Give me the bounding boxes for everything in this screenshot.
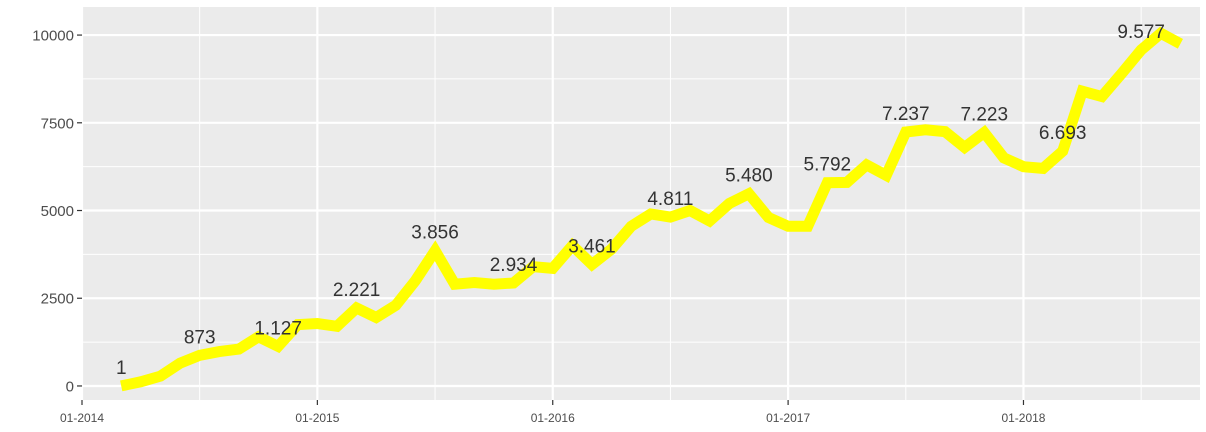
x-tick-label: 01-2015	[295, 411, 339, 425]
data-label: 3.856	[411, 223, 459, 244]
y-tick-label: 10000	[32, 28, 74, 45]
y-tick-label: 5000	[41, 203, 74, 220]
y-tick-label: 0	[66, 378, 74, 395]
y-axis: 0 2500 5000 7500 10000	[32, 28, 82, 395]
x-tick-label: 01-2014	[60, 411, 104, 425]
data-label: 5.480	[725, 166, 773, 187]
y-tick-label: 7500	[41, 115, 74, 132]
x-axis: 01-2014 01-2015 01-2016 01-2017 01-2018	[60, 400, 1046, 425]
series-line	[120, 26, 1183, 392]
y-tick-label: 2500	[41, 291, 74, 308]
data-label: 7.237	[882, 104, 930, 125]
data-label: 1.127	[254, 318, 302, 339]
x-tick-label: 01-2017	[766, 411, 810, 425]
data-label: 9.577	[1117, 22, 1165, 43]
data-label: 4.811	[647, 189, 693, 210]
plot-panel	[82, 7, 1200, 400]
major-gridlines	[80, 7, 1200, 400]
data-label: 5.792	[804, 155, 852, 176]
data-label: 7.223	[960, 105, 1008, 126]
x-tick-label: 01-2016	[531, 411, 575, 425]
data-label: 2.934	[490, 255, 538, 276]
data-label: 6.693	[1039, 123, 1087, 144]
data-label: 1	[116, 358, 127, 379]
data-label: 873	[184, 327, 216, 348]
data-label: 2.221	[333, 280, 381, 301]
data-labels: 1 873 1.127 2.221 3.856 2.934 3.461 4.811 5.480 5…	[116, 22, 1165, 379]
data-label: 3.461	[568, 237, 616, 258]
x-tick-label: 01-2018	[1001, 411, 1045, 425]
series-layer	[120, 26, 1183, 392]
